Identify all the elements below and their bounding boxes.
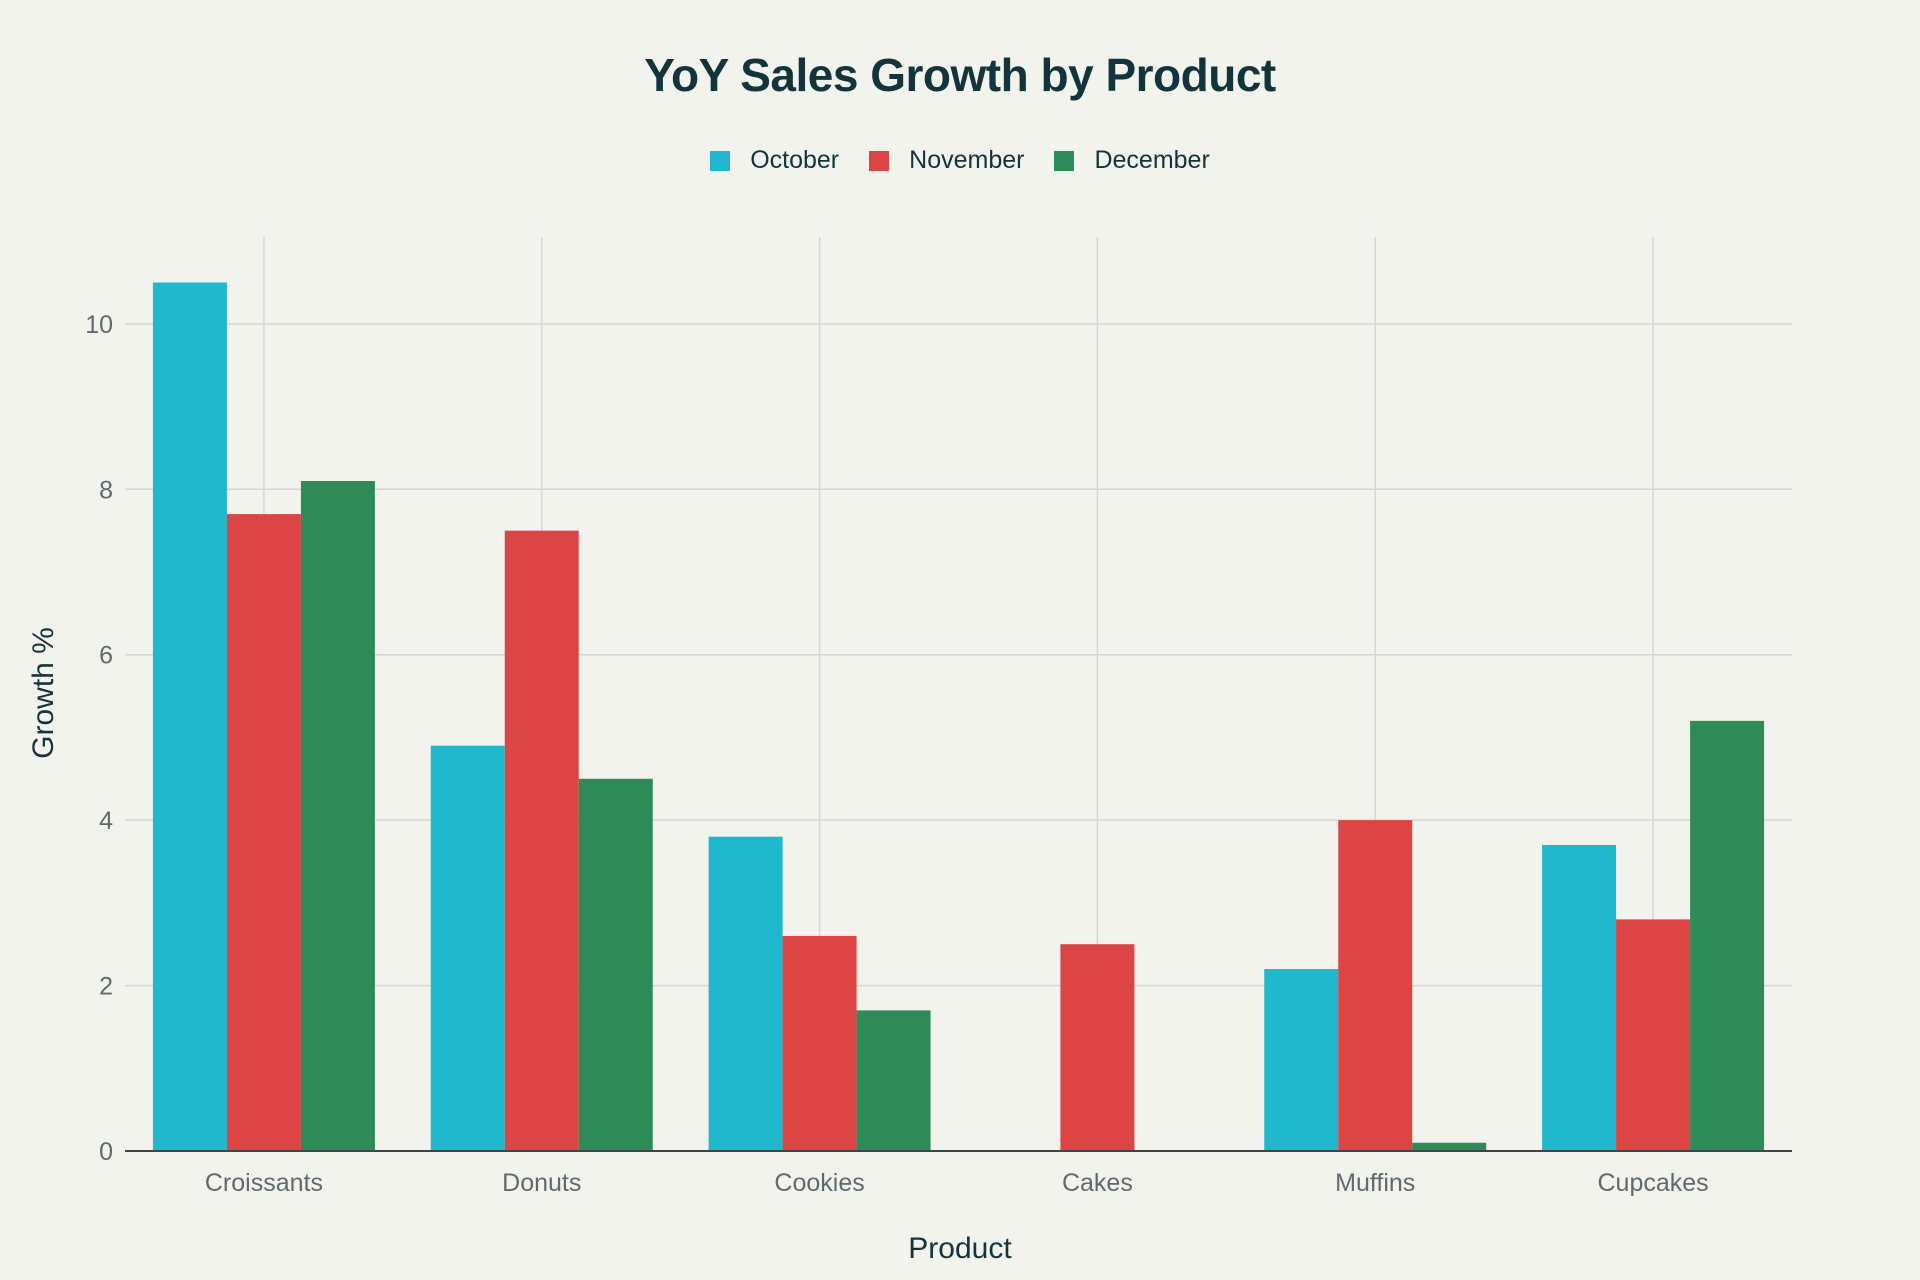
bars — [152, 282, 1765, 1152]
legend-item-october[interactable]: October — [710, 146, 839, 175]
chart-title: YoY Sales Growth by Product — [644, 49, 1276, 101]
bar-november-cakes[interactable] — [1060, 944, 1135, 1151]
legend-item-december[interactable]: December — [1054, 146, 1210, 175]
x-tick-label: Cakes — [1062, 1169, 1133, 1197]
legend: October November December — [0, 146, 1920, 175]
legend-swatch-october — [710, 150, 731, 171]
y-tick-label: 6 — [99, 642, 113, 670]
y-tick-label: 4 — [99, 807, 113, 835]
x-tick-label: Croissants — [205, 1169, 323, 1197]
y-tick-label: 0 — [99, 1138, 113, 1166]
x-tick-label: Muffins — [1335, 1169, 1415, 1197]
bar-december-muffins[interactable] — [1412, 1142, 1487, 1151]
bar-november-croissants[interactable] — [226, 514, 301, 1151]
grid-lines — [125, 237, 1792, 1151]
bar-november-cookies[interactable] — [782, 935, 857, 1151]
bar-december-cupcakes[interactable] — [1690, 720, 1765, 1151]
y-axis-title: Growth % — [27, 627, 60, 759]
x-tick-label: Cookies — [774, 1169, 864, 1197]
y-tick-label: 2 — [99, 973, 113, 1001]
legend-label-december: December — [1094, 146, 1210, 174]
bar-october-cupcakes[interactable] — [1542, 844, 1617, 1151]
legend-label-november: November — [909, 146, 1025, 174]
bar-november-donuts[interactable] — [504, 530, 579, 1151]
bar-december-croissants[interactable] — [300, 481, 375, 1152]
bar-october-croissants[interactable] — [152, 282, 227, 1151]
y-tick-label: 8 — [99, 476, 113, 504]
bar-december-cookies[interactable] — [856, 1010, 931, 1151]
x-tick-label: Donuts — [502, 1169, 581, 1197]
axes: 0 2 4 6 8 10 Croissants Donuts Cookies Cakes Muffi… — [85, 311, 1792, 1197]
bar-october-muffins[interactable] — [1264, 969, 1339, 1151]
bar-november-cupcakes[interactable] — [1616, 919, 1691, 1151]
x-tick-label: Cupcakes — [1597, 1169, 1708, 1197]
legend-item-november[interactable]: November — [869, 146, 1024, 175]
legend-swatch-december — [1054, 150, 1075, 171]
bar-october-cookies[interactable] — [708, 836, 783, 1151]
legend-label-october: October — [750, 146, 840, 174]
x-axis-title: Product — [908, 1232, 1012, 1265]
bar-october-donuts[interactable] — [430, 745, 505, 1151]
legend-swatch-november — [869, 150, 890, 171]
y-tick-label: 10 — [85, 311, 113, 339]
bar-november-muffins[interactable] — [1338, 820, 1413, 1151]
bar-december-donuts[interactable] — [578, 778, 653, 1151]
